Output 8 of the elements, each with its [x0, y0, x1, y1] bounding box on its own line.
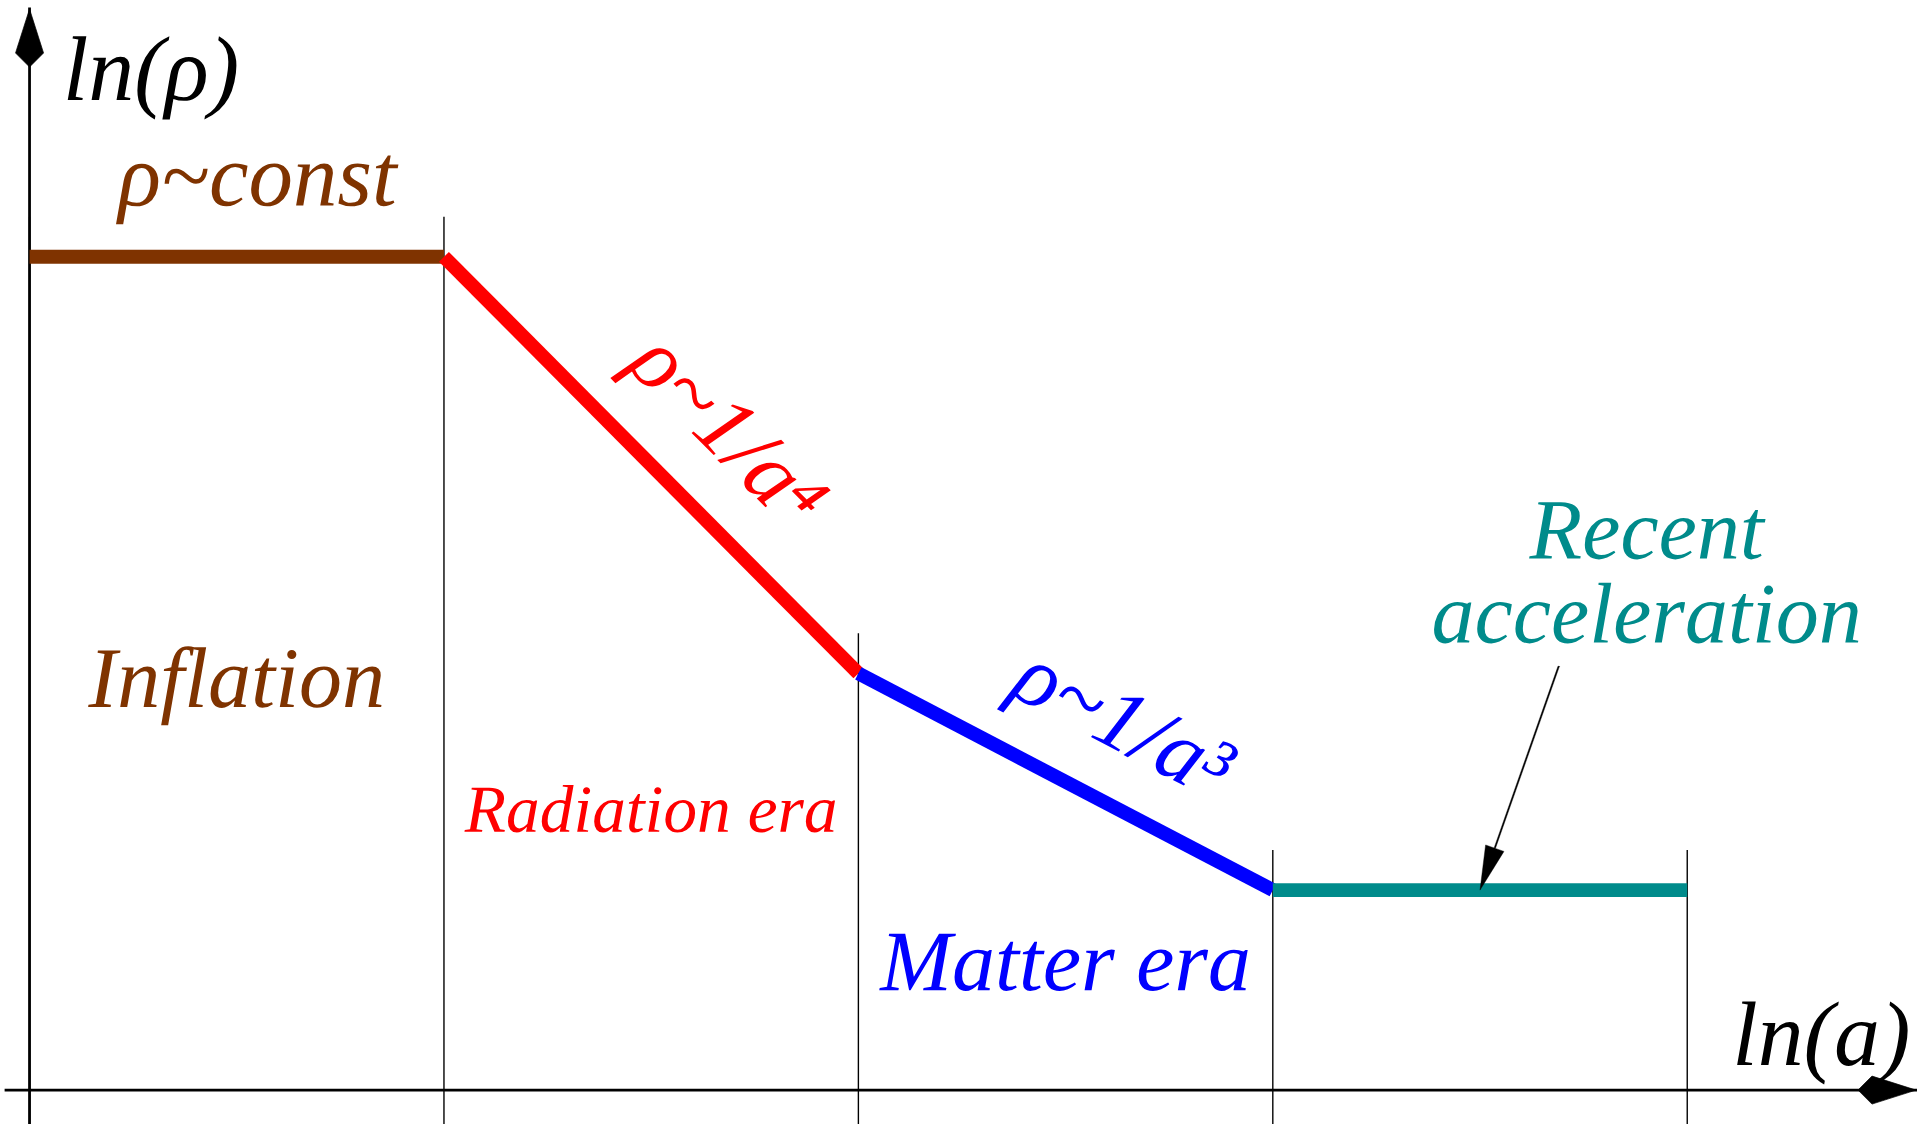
annotation: Radiation era — [464, 785, 836, 833]
text: ρ~1/a³ — [997, 640, 1241, 818]
annotation: Inflation — [88, 646, 382, 726]
annotation: Recent acceleration — [1434, 502, 1859, 644]
y-axis-title: ln(ρ) — [67, 36, 237, 120]
x-axis-title: ln(a) — [1737, 1001, 1908, 1085]
series-label: ρ~const — [116, 155, 399, 225]
annotation: Matter era — [879, 933, 1248, 992]
